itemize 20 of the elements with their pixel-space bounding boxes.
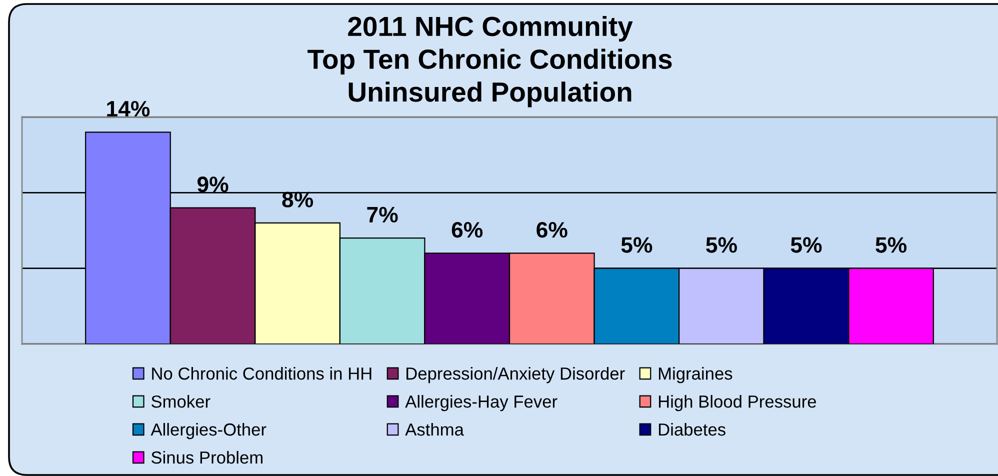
chart-title: 2011 NHC Community Top Ten Chronic Conditions Uninsured Population <box>308 16 672 108</box>
data-label: 5% <box>790 237 822 253</box>
legend-label: Diabetes <box>658 422 726 436</box>
data-label: 5% <box>876 237 906 253</box>
data-label: 6% <box>536 222 568 238</box>
legend-label: Depression/Anxiety Disorder <box>406 367 625 384</box>
legend-label: Allergies-Other <box>150 422 266 440</box>
legend-label: Smoker <box>152 394 210 408</box>
data-label: 9% <box>197 176 228 192</box>
data-label: 14% <box>107 100 150 117</box>
data-label: 5% <box>621 237 652 253</box>
legend-label: Allergies-Hay Fever <box>405 394 558 412</box>
legend-label: Asthma <box>405 422 464 436</box>
data-label: 6% <box>452 222 483 238</box>
data-label: 5% <box>706 237 737 253</box>
legend-label: High Blood Pressure <box>658 394 816 412</box>
legend-label: Sinus Problem <box>152 450 262 464</box>
data-label: 7% <box>367 206 398 223</box>
legend-label: No Chronic Conditions in HH <box>152 367 372 380</box>
legend-label: Migraines <box>658 367 732 384</box>
